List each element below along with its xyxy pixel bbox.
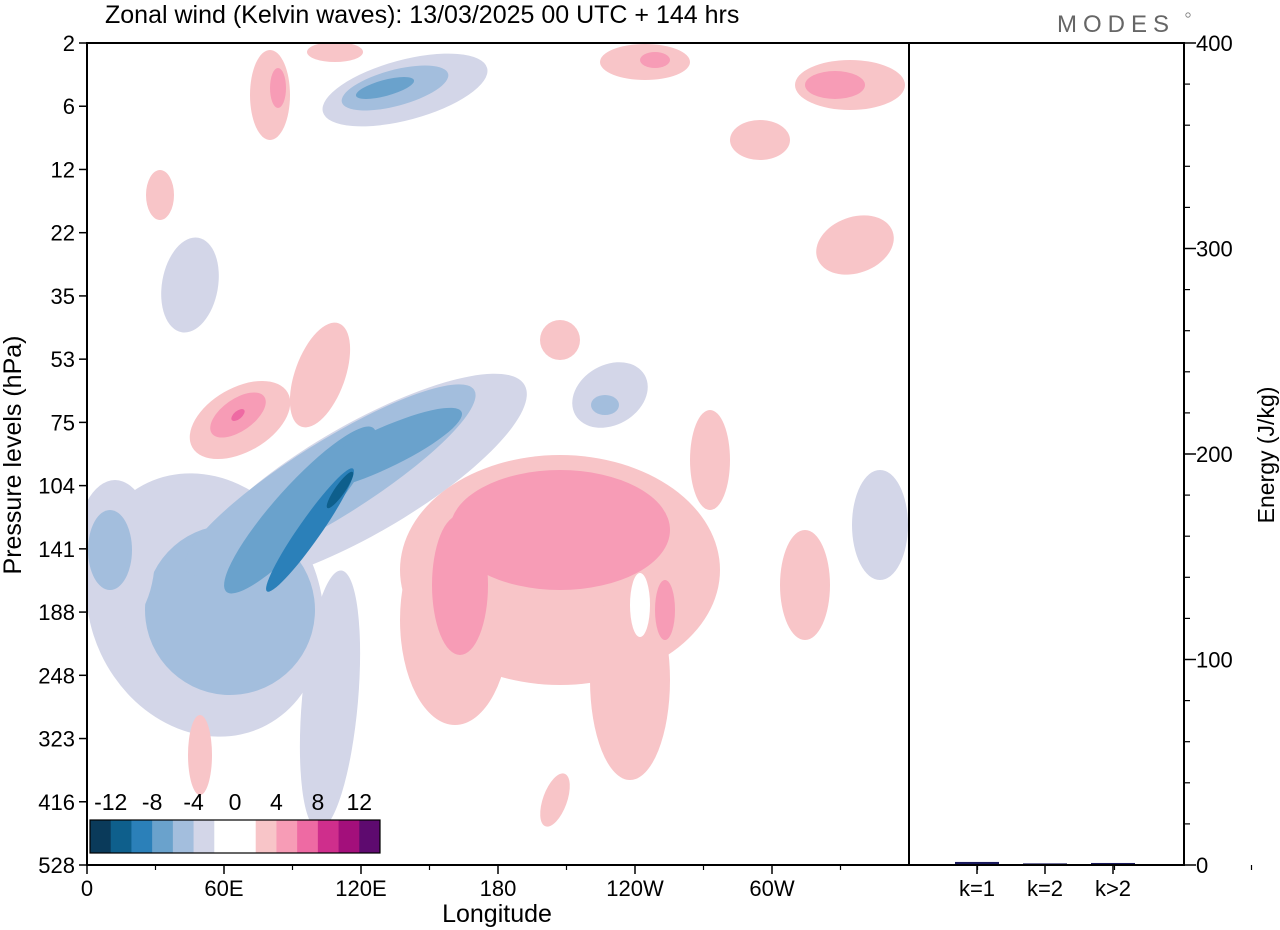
x-tick-label: 120E [335, 876, 386, 901]
contour-region-pos-36 [730, 120, 790, 160]
colorbar-label: -12 [94, 789, 127, 815]
colorbar-swatch [338, 820, 360, 853]
contour-region-neg-15 [572, 362, 648, 428]
y-tick-label: 416 [38, 790, 75, 815]
contour-region-pos-40 [540, 773, 570, 827]
energy-tick-label: 400 [1196, 31, 1233, 56]
y-tick-label: 75 [51, 410, 75, 435]
colorbar-swatch [317, 820, 339, 853]
colorbar-swatch [235, 820, 257, 853]
contour-region-pos-33 [640, 52, 670, 68]
colorbar-label: 8 [311, 789, 324, 815]
colorbar-label: 4 [270, 789, 283, 815]
contour-gap-0 [630, 573, 650, 637]
y-tick-label: 323 [38, 727, 75, 752]
y-tick-label: 22 [51, 221, 75, 246]
y-tick-label: 248 [38, 663, 75, 688]
y-tick-label: 528 [38, 853, 75, 878]
colorbar-swatch [214, 820, 236, 853]
colorbar-swatch [359, 820, 381, 853]
contour-region-pos-42 [690, 410, 730, 510]
bar-category-label: k>2 [1095, 876, 1131, 901]
bar-category-label: k=2 [1027, 876, 1063, 901]
colorbar-swatch [276, 820, 298, 853]
longitude-axis: 0 60E 120E 180 120W 60W [81, 865, 1253, 901]
colorbar-swatch [255, 820, 277, 853]
colorbar-label: 12 [346, 789, 372, 815]
y-tick-label: 2 [63, 31, 75, 56]
colorbar-swatch [110, 820, 132, 853]
energy-axis-label: Energy (J/kg) [1253, 387, 1279, 524]
colorbar-label: 0 [229, 789, 242, 815]
contour-region-neg-17 [852, 470, 908, 580]
contour-region-pos-35 [805, 71, 865, 99]
y-tick-label: 12 [51, 157, 75, 182]
contour-region-pos-38 [780, 530, 830, 640]
contour-region-pos-41 [540, 320, 580, 360]
x-tick-label: 0 [81, 876, 93, 901]
brand-registered-mark [1185, 12, 1191, 18]
bar-panel-frame [908, 42, 1185, 866]
colorbar-swatch [297, 820, 319, 853]
colorbar-frame [89, 819, 381, 854]
contour-region-neg-1 [299, 570, 361, 830]
y-tick-label: 141 [38, 537, 75, 562]
bar-category-label: k=1 [959, 876, 995, 901]
energy-tick-label: 100 [1196, 648, 1233, 673]
contour-region-pos-31 [146, 170, 174, 220]
contour-region-pos-21 [450, 470, 670, 590]
contour-region-pos-22 [432, 515, 488, 655]
y-axis-label: Pressure levels (hPa) [0, 336, 27, 575]
colorbar-label: -4 [183, 789, 204, 815]
contour-region-pos-27 [231, 409, 245, 421]
contour-region-pos-23 [655, 580, 675, 640]
chart-title: Zonal wind (Kelvin waves): 13/03/2025 00… [105, 1, 739, 29]
x-tick-label: 180 [480, 876, 517, 901]
contour-region-pos-25 [289, 322, 351, 428]
pressure-axis: 2 6 12 22 35 53 75 104 141 188 248 323 416 528 [38, 31, 87, 878]
colorbar-legend: -12 -8 -4 0 4 8 12 [89, 789, 381, 854]
colorbar-swatch [90, 820, 112, 853]
energy-bar-k>2 [1091, 862, 1135, 865]
contour-region-neg-14 [161, 237, 219, 333]
contour-region-pos-37 [816, 215, 894, 275]
energy-tick-label: 0 [1196, 853, 1208, 878]
x-tick-label: 60W [749, 876, 794, 901]
x-axis-label: Longitude [442, 900, 552, 928]
energy-tick-label: 200 [1196, 442, 1233, 467]
colorbar-swatch [152, 820, 174, 853]
energy-tick-label: 300 [1196, 237, 1233, 262]
x-tick-label: 120W [606, 876, 664, 901]
contour-region-neg-16 [591, 395, 619, 415]
colorbar-label: -8 [142, 789, 162, 815]
y-tick-label: 6 [63, 94, 75, 119]
y-tick-label: 53 [51, 347, 75, 372]
contour-region-pos-29 [270, 68, 286, 108]
contour-regions [87, 43, 908, 830]
contour-region-pos-39 [188, 715, 212, 795]
contour-region-neg-6 [297, 407, 463, 493]
brand-logo: MODES [1057, 11, 1175, 38]
y-tick-label: 188 [38, 600, 75, 625]
colorbar-swatch [131, 820, 153, 853]
x-tick-label: 60E [204, 876, 243, 901]
y-tick-label: 35 [51, 284, 75, 309]
contour-region-neg-10 [88, 510, 132, 590]
contour-region-neg-13 [355, 77, 415, 99]
colorbar-swatch [172, 820, 194, 853]
contour-region-pos-30 [307, 43, 363, 62]
energy-bar-k=1 [955, 861, 999, 865]
energy-bar-panel: 0 100 200 300 400 k=1 k=2 k>2 [955, 31, 1233, 901]
contour-region-neg-8 [326, 471, 354, 509]
colorbar-swatch [193, 820, 215, 853]
contour-region-pos-20 [590, 580, 670, 780]
y-tick-label: 104 [38, 474, 75, 499]
